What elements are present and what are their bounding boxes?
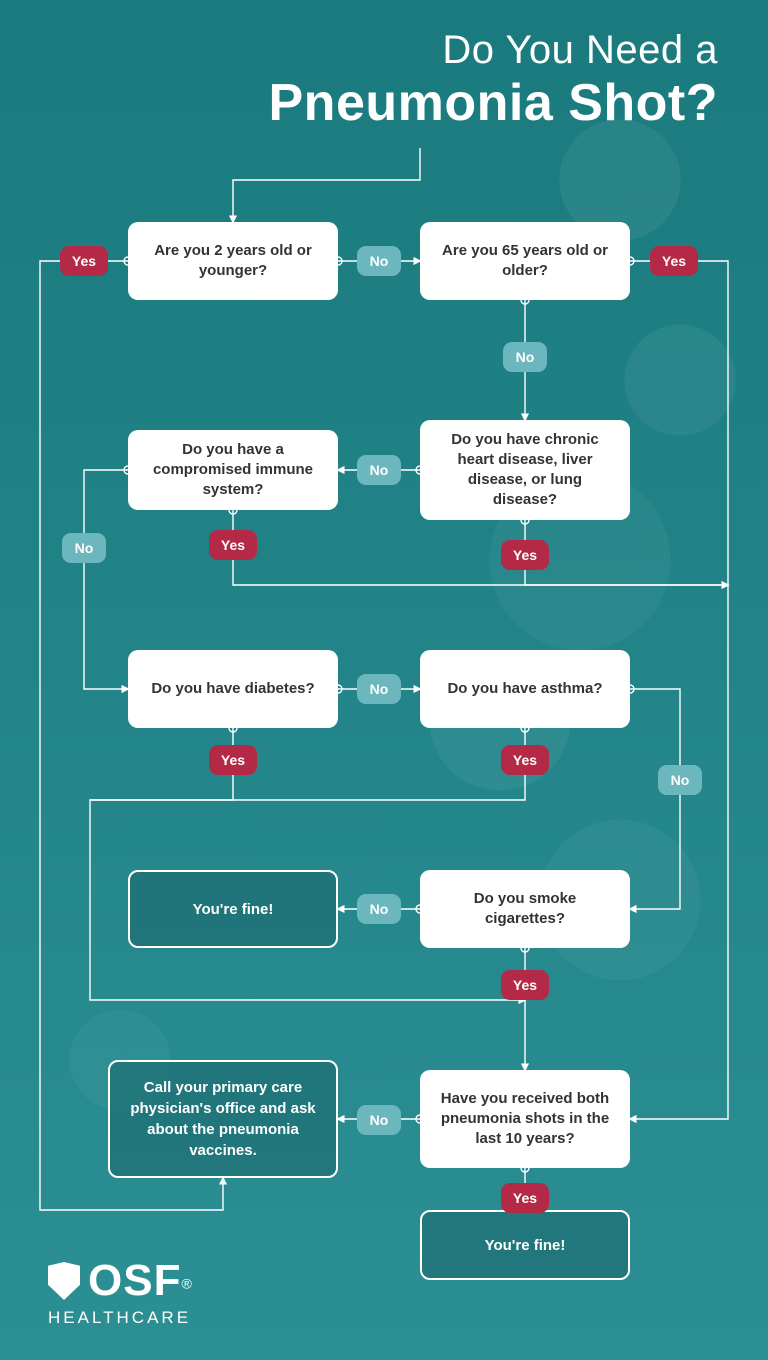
pill-p_shots_no: No <box>357 1105 401 1135</box>
pill-p_asthma_no: No <box>658 765 702 795</box>
node-q_age_old: Are you 65 years old or older? <box>420 222 630 300</box>
pill-p_old_no: No <box>503 342 547 372</box>
node-o_fine1: You're fine! <box>128 870 338 948</box>
node-q_chronic: Do you have chronic heart disease, liver… <box>420 420 630 520</box>
pill-p_shots_yes: Yes <box>501 1183 549 1213</box>
pill-p_smoke_yes: Yes <box>501 970 549 1000</box>
pill-p_young_yes: Yes <box>60 246 108 276</box>
pill-p_chronic_no: No <box>357 455 401 485</box>
edge-diab_yes <box>90 728 525 1000</box>
pill-p_asthma_yes: Yes <box>501 745 549 775</box>
pill-p_immune_yes: Yes <box>209 530 257 560</box>
node-q_diabetes: Do you have diabetes? <box>128 650 338 728</box>
node-q_asthma: Do you have asthma? <box>420 650 630 728</box>
pill-p_smoke_no: No <box>357 894 401 924</box>
node-q_immune: Do you have a compromised immune system? <box>128 430 338 510</box>
edge-immune_yes <box>233 510 728 585</box>
pill-p_old_yes: Yes <box>650 246 698 276</box>
pill-p_immune_no: No <box>62 533 106 563</box>
brand-logo: OSF® HEALTHCARE <box>48 1256 192 1328</box>
edge-asthma_yes <box>90 728 525 800</box>
edge-title_to_young <box>233 148 420 222</box>
node-o_fine2: You're fine! <box>420 1210 630 1280</box>
node-q_smoke: Do you smoke cigarettes? <box>420 870 630 948</box>
pill-p_chronic_yes: Yes <box>501 540 549 570</box>
edge-old_yes_down <box>630 261 728 1119</box>
edge-chronic_yes <box>525 520 728 585</box>
logo-brand: OSF <box>88 1256 181 1305</box>
pill-p_diab_no: No <box>357 674 401 704</box>
pill-p_young_no: No <box>357 246 401 276</box>
edge-asthma_no <box>630 689 680 909</box>
node-q_shots: Have you received both pneumonia shots i… <box>420 1070 630 1168</box>
logo-subtext: HEALTHCARE <box>48 1308 192 1328</box>
pill-p_diab_yes: Yes <box>209 745 257 775</box>
edge-immune_no <box>84 470 128 689</box>
shield-icon <box>48 1262 80 1300</box>
node-q_age_young: Are you 2 years old or younger? <box>128 222 338 300</box>
node-o_call: Call your primary care physician's offic… <box>108 1060 338 1178</box>
